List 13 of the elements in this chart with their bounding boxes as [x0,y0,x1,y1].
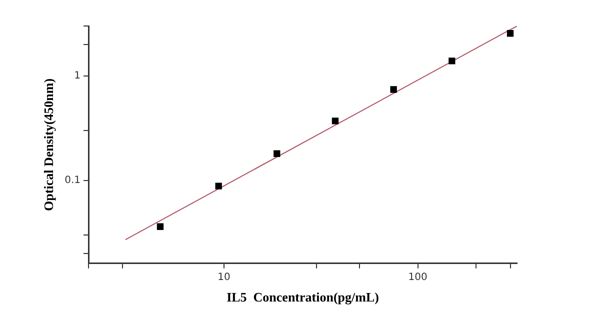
point [390,86,397,93]
y-axis-title: Optical Density(450nm) [41,78,56,211]
point [506,30,514,37]
y-tick-label: 1 [74,70,81,82]
x-axis-title: IL5 Concentration(pg/mL) [226,290,379,305]
point [156,223,164,230]
point [215,182,222,190]
point [448,58,456,64]
y-tick-label: 0.1 [64,174,81,186]
x-tick-label: 100 [408,272,428,283]
x-tick-label: 10 [218,272,230,283]
point [332,118,339,124]
point [274,150,280,157]
